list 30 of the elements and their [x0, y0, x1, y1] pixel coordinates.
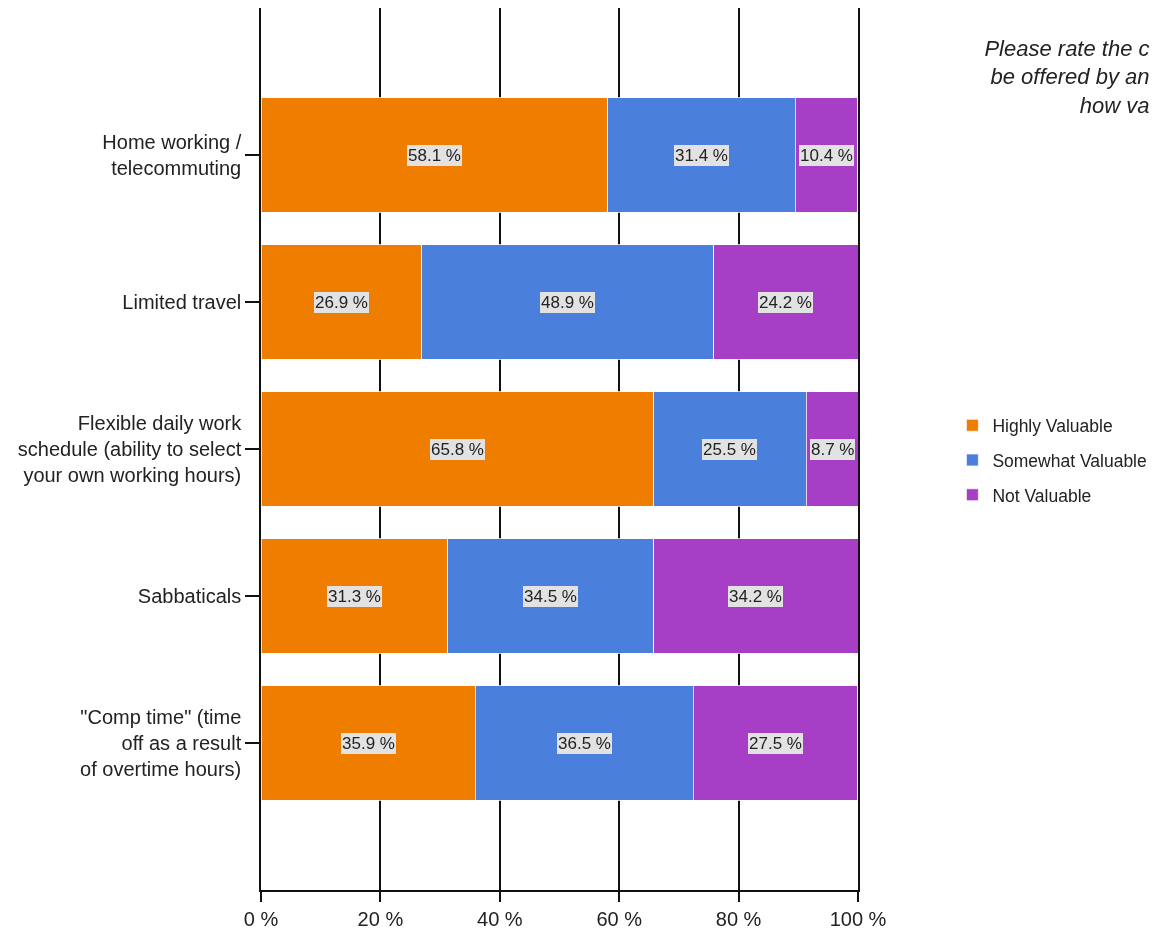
y-tick-label: Home working / telecommuting [102, 131, 242, 179]
data-label: 10.4 % [800, 146, 853, 165]
data-label: 26.9 % [315, 293, 368, 312]
data-label: 65.8 % [431, 440, 484, 459]
x-tick-label: 20 % [357, 907, 404, 930]
y-tick-label: Sabbaticals [137, 585, 242, 607]
data-label: 48.9 % [541, 293, 594, 312]
text: Please rate the c be offered by an how va [984, 35, 1150, 118]
x-tick-label: 40 % [477, 907, 523, 930]
y-tick-label: "Comp time" (time off as a result of overtime hours) [80, 706, 242, 780]
x-tick-label: 100 % [829, 907, 887, 930]
legend-label: Somewhat Valuable [992, 450, 1147, 471]
data-label: 58.1 % [408, 146, 461, 165]
y-tick-label: Flexible daily work schedule (ability to select your own working hours) [17, 412, 243, 486]
data-label: 36.5 % [558, 734, 611, 753]
legend-label: Highly Valuable [992, 416, 1113, 437]
data-label: 31.4 % [675, 146, 728, 165]
x-tick-label: 60 % [596, 907, 643, 930]
data-label: 35.9 % [342, 734, 395, 753]
data-label: 8.7 % [811, 440, 855, 459]
legend-label: Not Valuable [992, 485, 1092, 506]
y-tick-label: Limited travel [122, 291, 242, 313]
data-label: 27.5 % [749, 734, 802, 753]
data-label: 24.2 % [759, 293, 812, 312]
x-tick-label: 80 % [715, 907, 762, 930]
data-label: 25.5 % [703, 440, 756, 459]
data-label: 31.3 % [328, 587, 381, 606]
data-label: 34.5 % [524, 587, 577, 606]
x-tick-label: 0 % [243, 907, 279, 930]
data-label: 34.2 % [729, 587, 782, 606]
